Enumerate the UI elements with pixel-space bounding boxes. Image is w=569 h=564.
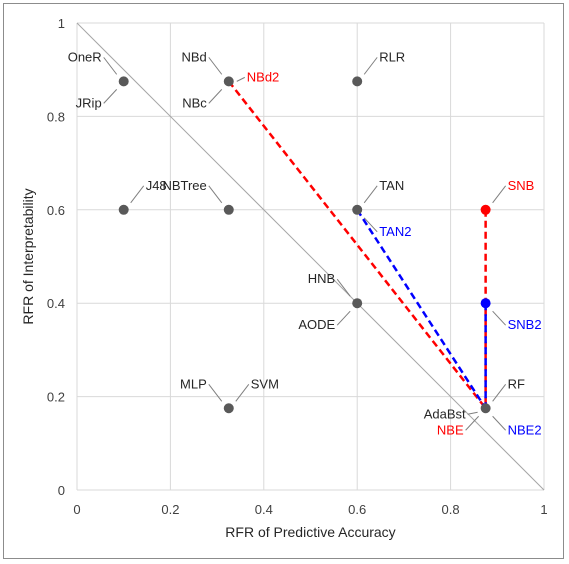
label-leader (492, 310, 506, 326)
label-leader (336, 310, 351, 326)
point-label: HNB (308, 271, 335, 286)
data-point (118, 76, 129, 87)
data-point (480, 298, 491, 309)
y-tick-label: 0.8 (47, 109, 65, 124)
y-tick-label: 0.4 (47, 296, 65, 311)
series-lines (76, 22, 545, 491)
label-leader (235, 383, 250, 402)
point-label: SNB2 (508, 317, 542, 332)
data-point (480, 204, 491, 215)
point-label: RLR (379, 49, 405, 64)
point-label: J48 (146, 178, 167, 193)
diagonal-line (76, 22, 545, 491)
label-leader (363, 57, 378, 75)
point-label: OneR (68, 49, 102, 64)
x-tick-label: 0 (73, 502, 80, 517)
data-point (480, 403, 491, 414)
dashed-connector (356, 209, 487, 409)
label-leader (208, 89, 223, 104)
label-leader (208, 383, 223, 402)
y-tick-label: 0.6 (47, 203, 65, 218)
point-label: TAN (379, 178, 404, 193)
y-tick-label: 1 (58, 16, 65, 31)
x-tick-label: 0.8 (442, 502, 460, 517)
label-leader (236, 76, 245, 82)
point-label: SVM (251, 376, 279, 391)
x-tick-label: 0.6 (348, 502, 366, 517)
label-leader (130, 185, 145, 204)
point-label: NBE2 (508, 422, 542, 437)
point-label: NBTree (162, 178, 206, 193)
y-axis-title: RFR of Interpretability (20, 188, 36, 324)
data-point (352, 204, 363, 215)
label-leader (208, 57, 223, 75)
label-leaders (103, 57, 507, 431)
point-label: NBd (181, 49, 206, 64)
x-axis-title: RFR of Predictive Accuracy (225, 524, 395, 540)
label-leader (363, 185, 378, 204)
x-tick-label: 1 (540, 502, 547, 517)
point-label: NBE (437, 422, 464, 437)
data-point (223, 204, 234, 215)
point-label: TAN2 (379, 224, 411, 239)
data-point (352, 298, 363, 309)
label-leader (467, 411, 478, 415)
point-label: AdaBst (424, 406, 466, 421)
dashed-connector (227, 80, 487, 410)
x-tick-label: 0.2 (161, 502, 179, 517)
y-tick-label: 0 (58, 483, 65, 498)
point-label: NBc (182, 95, 207, 110)
data-point (118, 204, 129, 215)
label-leader (492, 383, 507, 402)
label-leader (208, 185, 223, 204)
point-label: NBd2 (247, 69, 280, 84)
label-leader (465, 415, 479, 431)
point-label: MLP (180, 376, 207, 391)
data-points (118, 76, 491, 414)
point-label: AODE (298, 317, 335, 332)
label-leader (336, 278, 351, 297)
tick-labels: 0 0.2 0.4 0.6 0.8 1 0 0.2 0.4 0.6 0.8 1 (47, 16, 548, 517)
point-label: SNB (508, 178, 535, 193)
point-label: RF (508, 376, 525, 391)
data-point (352, 76, 363, 87)
data-point (223, 403, 234, 414)
chart-frame (3, 3, 564, 559)
point-label: JRip (76, 95, 102, 110)
label-leader (492, 415, 506, 431)
data-point (223, 76, 234, 87)
label-leader (492, 185, 507, 204)
label-leader (103, 89, 118, 104)
gridlines (76, 22, 545, 491)
y-tick-label: 0.2 (47, 390, 65, 405)
x-tick-label: 0.4 (255, 502, 273, 517)
label-leader (103, 57, 118, 75)
label-leader (363, 217, 378, 233)
